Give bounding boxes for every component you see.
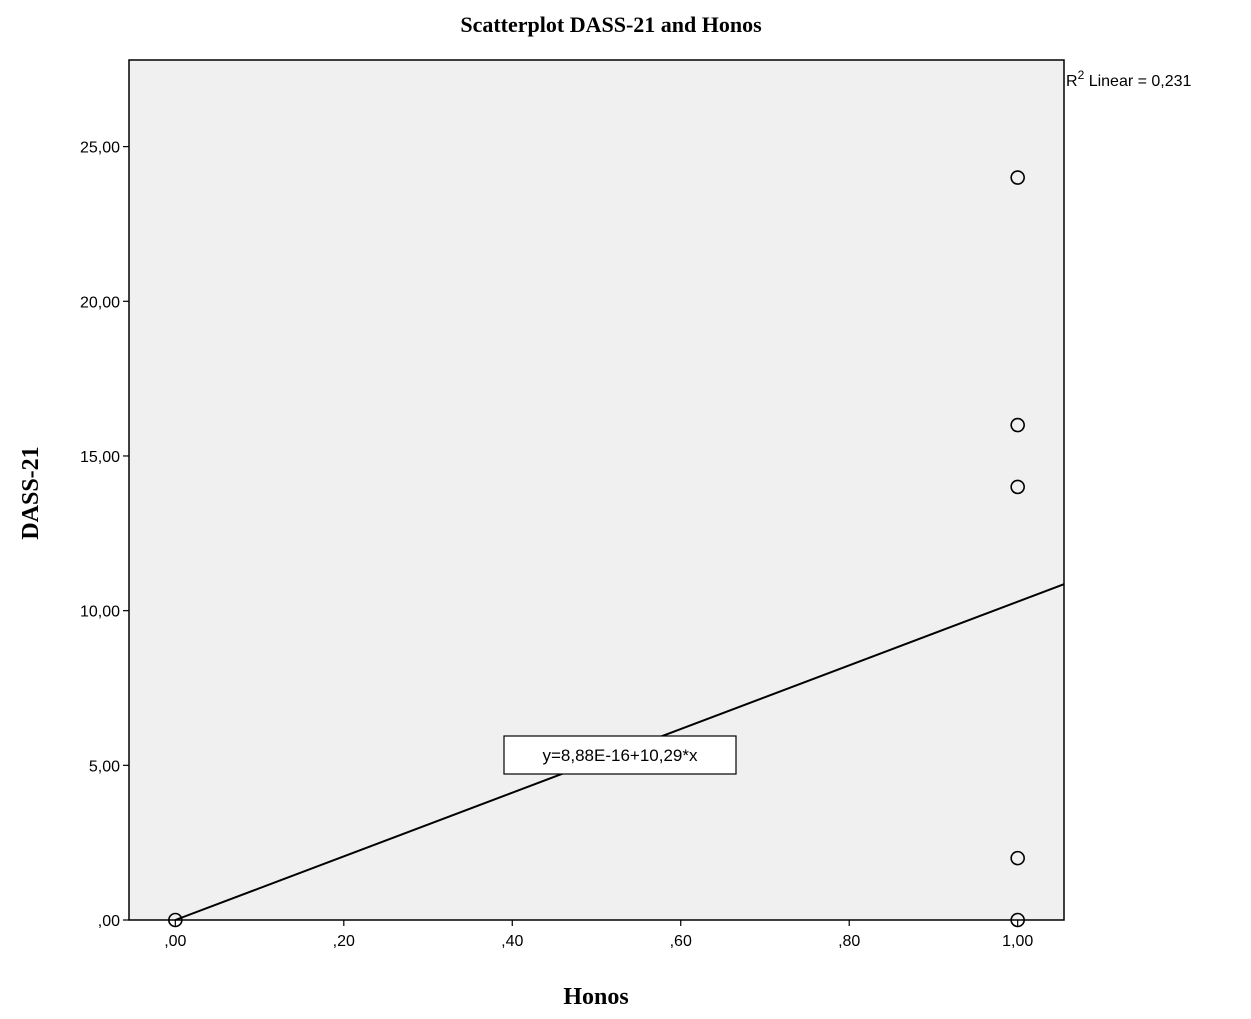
- x-tick-label: ,80: [838, 933, 860, 950]
- equation-label: y=8,88E-16+10,29*x: [503, 735, 737, 775]
- r-squared-label-prefix: R: [1066, 73, 1078, 90]
- x-tick-label: ,20: [333, 933, 355, 950]
- data-point: [1010, 417, 1025, 433]
- chart-title: Scatterplot DASS-21 and Honos: [460, 12, 762, 37]
- y-axis-title: DASS-21: [18, 446, 44, 539]
- data-point: [1010, 479, 1025, 495]
- plot-area: [128, 59, 1065, 921]
- r-squared-label-suffix: Linear = 0,231: [1084, 73, 1191, 90]
- x-tick-label: ,40: [501, 933, 523, 950]
- y-tick-label: 5,00: [89, 758, 120, 775]
- x-tick-label: ,60: [670, 933, 692, 950]
- equation-label-text: y=8,88E-16+10,29*x: [542, 746, 698, 765]
- data-point: [1010, 170, 1025, 185]
- r-squared-label-superscript: 2: [1078, 68, 1085, 82]
- equation-label-box: [503, 735, 737, 775]
- x-axis-title: Honos: [563, 984, 628, 1010]
- y-tick-label: 25,00: [80, 140, 120, 157]
- x-axis: ,00 ,20 ,40 ,60 ,80 1,00: [164, 920, 1033, 950]
- y-tick-label: 20,00: [80, 294, 120, 311]
- r-squared-label: R2 Linear = 0,231: [1066, 68, 1192, 90]
- y-tick-label: ,00: [98, 913, 120, 930]
- points-layer: [168, 170, 1025, 928]
- data-point: [1010, 912, 1025, 928]
- y-tick-label: 10,00: [80, 604, 120, 621]
- data-point: [1010, 850, 1025, 866]
- y-axis: ,00 5,00 10,00 15,00 20,00 25,00: [80, 140, 129, 930]
- data-point: [168, 912, 183, 928]
- y-tick-label: 15,00: [80, 449, 120, 466]
- x-tick-label: 1,00: [1002, 933, 1033, 950]
- x-tick-label: ,00: [164, 933, 186, 950]
